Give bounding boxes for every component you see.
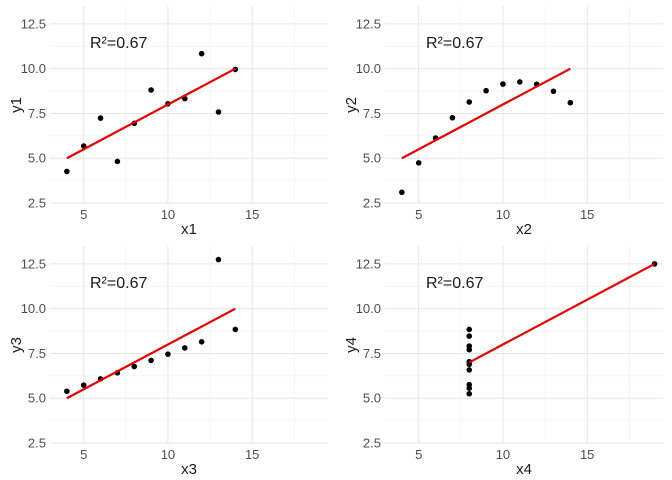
regression-line xyxy=(66,67,236,160)
y-tick-label: 10.0 xyxy=(356,301,381,316)
data-point xyxy=(466,326,473,333)
y-axis-title: y4 xyxy=(343,337,360,353)
y-tick-label: 12.5 xyxy=(356,16,381,31)
x-axis-title: x1 xyxy=(181,221,197,238)
x-tick-label: 15 xyxy=(245,447,259,462)
r-squared-annotation: R²=0.67 xyxy=(90,35,147,52)
data-point xyxy=(500,81,506,87)
data-point xyxy=(215,256,222,263)
y-tick-label: 2.5 xyxy=(363,436,381,451)
y-tick-label: 12.5 xyxy=(356,256,381,271)
y-tick-label: 2.5 xyxy=(28,196,46,211)
y-tick-label: 2.5 xyxy=(363,196,381,211)
y-axis-title: y2 xyxy=(343,97,360,113)
x-axis-title: x4 xyxy=(516,461,532,478)
data-point xyxy=(550,88,557,95)
y-tick-label: 2.5 xyxy=(28,436,46,451)
data-point xyxy=(483,87,489,94)
data-point xyxy=(148,87,154,93)
y-tick-label: 7.5 xyxy=(28,346,46,361)
data-point xyxy=(449,114,456,121)
y-tick-label: 12.5 xyxy=(21,256,46,271)
y-tick-label: 5.0 xyxy=(28,151,46,166)
data-point xyxy=(131,363,138,370)
data-point xyxy=(466,333,473,339)
x-tick-label: 10 xyxy=(496,447,510,462)
r-squared-annotation: R²=0.67 xyxy=(426,35,483,52)
data-point xyxy=(80,382,87,388)
x-tick-label: 10 xyxy=(161,207,175,222)
panel-1: 5 10 15 2.5 5.0 7.5 10.0 12.5 x1 y1 R²=0.67 xyxy=(8,6,328,238)
regression-line xyxy=(66,307,236,400)
x-tick-label: 5 xyxy=(80,447,87,462)
x-tick-label: 15 xyxy=(580,207,594,222)
y-tick-label: 10.0 xyxy=(21,61,46,76)
data-point xyxy=(215,109,222,115)
y-axis-title: y1 xyxy=(8,97,25,113)
data-point xyxy=(97,115,104,121)
panel-4: 5 10 15 2.5 5.0 7.5 10.0 12.5 x4 y4 R²=0.67 xyxy=(343,246,663,478)
x-tick-label: 10 xyxy=(496,207,510,222)
x-tick-label: 5 xyxy=(80,207,87,222)
data-point xyxy=(516,79,523,85)
x-tick-label: 10 xyxy=(161,447,175,462)
x-tick-label: 5 xyxy=(415,207,422,222)
x-axis-title: x2 xyxy=(516,221,532,238)
data-point xyxy=(165,351,171,357)
data-point xyxy=(114,158,121,165)
y-tick-label: 5.0 xyxy=(28,391,46,406)
y-tick-label: 5.0 xyxy=(363,151,381,166)
data-point xyxy=(64,168,70,175)
data-point xyxy=(466,367,473,373)
x-tick-label: 15 xyxy=(580,447,594,462)
x-tick-label: 15 xyxy=(245,207,259,222)
regression-line xyxy=(401,67,571,160)
data-point xyxy=(466,390,473,397)
regression-line xyxy=(468,262,656,364)
y-axis-title: y3 xyxy=(8,337,25,353)
x-tick-label: 5 xyxy=(415,447,422,462)
data-point xyxy=(64,388,70,395)
data-point xyxy=(232,326,239,333)
data-point xyxy=(466,343,473,349)
y-tick-label: 7.5 xyxy=(363,106,381,121)
y-tick-label: 12.5 xyxy=(21,16,46,31)
r-squared-annotation: R²=0.67 xyxy=(426,275,483,292)
data-point xyxy=(567,99,574,106)
data-point xyxy=(466,361,473,368)
panel-3: 5 10 15 2.5 5.0 7.5 10.0 12.5 x3 y3 R²=0.67 xyxy=(8,246,328,478)
data-point xyxy=(198,339,205,345)
data-point xyxy=(399,189,405,196)
y-tick-label: 10.0 xyxy=(21,301,46,316)
r-squared-annotation: R²=0.67 xyxy=(90,275,147,292)
data-point xyxy=(415,160,422,166)
data-point xyxy=(466,99,473,105)
x-axis-title: x3 xyxy=(181,461,197,478)
panel-2: 5 10 15 2.5 5.0 7.5 10.0 12.5 x2 y2 R²=0.67 xyxy=(343,6,663,238)
data-point xyxy=(181,345,188,351)
data-point xyxy=(148,357,154,364)
data-point xyxy=(198,50,205,57)
y-tick-label: 7.5 xyxy=(28,106,46,121)
y-tick-label: 7.5 xyxy=(363,346,381,361)
data-point xyxy=(466,385,473,391)
y-tick-label: 5.0 xyxy=(363,391,381,406)
y-tick-label: 10.0 xyxy=(356,61,381,76)
